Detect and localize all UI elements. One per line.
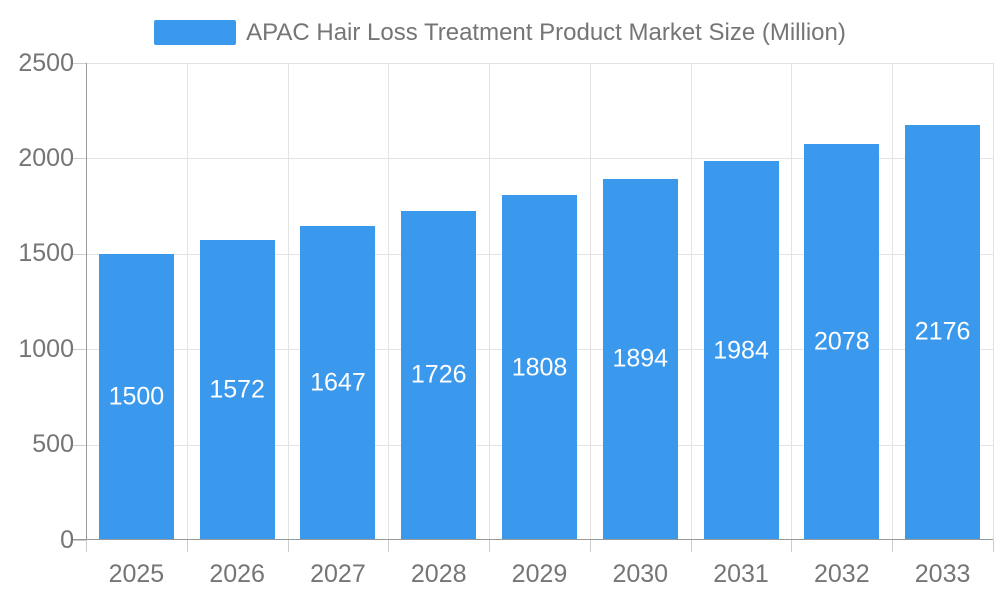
bar-2032[interactable]: 2078 <box>804 143 880 540</box>
x-axis-tick <box>86 540 87 552</box>
x-axis-tick <box>892 540 894 552</box>
bar-value-label: 1500 <box>108 382 165 411</box>
bar-value-label: 2176 <box>914 317 971 346</box>
v-gridline <box>791 63 793 540</box>
legend-item[interactable]: APAC Hair Loss Treatment Product Market … <box>0 20 1000 45</box>
y-axis-line <box>86 63 87 540</box>
y-axis-label-2000: 2000 <box>18 143 74 172</box>
y-axis-tick <box>73 349 86 351</box>
y-axis-label-500: 500 <box>32 430 74 459</box>
bar-2031[interactable]: 1984 <box>703 161 779 540</box>
x-axis-label-2030: 2030 <box>612 560 669 588</box>
x-axis-label-2032: 2032 <box>814 560 870 588</box>
x-axis-tick <box>489 540 491 552</box>
v-gridline <box>892 63 894 540</box>
bar-2030[interactable]: 1894 <box>602 178 678 540</box>
x-axis-tick <box>589 540 591 552</box>
x-axis-tick <box>791 540 793 552</box>
bar-value-label: 1808 <box>511 353 568 382</box>
y-axis-tick <box>73 253 86 255</box>
bar-value-label: 1572 <box>209 375 265 404</box>
bar-value-label: 1726 <box>410 360 467 389</box>
bar-2033[interactable]: 2176 <box>905 124 981 540</box>
y-axis-label-0: 0 <box>60 525 74 554</box>
x-axis-tick <box>287 540 289 552</box>
x-axis-label-2025: 2025 <box>108 560 165 588</box>
x-axis-tick <box>388 540 390 552</box>
v-gridline <box>690 63 692 540</box>
bar-2029[interactable]: 1808 <box>502 195 577 540</box>
x-axis-line <box>72 539 993 540</box>
legend-swatch-icon <box>154 20 237 45</box>
v-gridline <box>186 63 188 540</box>
bar-2027[interactable]: 1647 <box>300 225 376 540</box>
legend-label: APAC Hair Loss Treatment Product Market … <box>246 19 846 46</box>
v-gridline <box>388 63 390 540</box>
x-axis-tick <box>186 540 188 552</box>
h-gridline <box>86 158 993 160</box>
bar-value-label: 1984 <box>713 336 769 365</box>
y-axis-tick <box>73 158 86 160</box>
x-axis-label-2026: 2026 <box>209 560 265 588</box>
y-axis-label-1500: 1500 <box>18 239 74 268</box>
x-axis-tick <box>993 540 994 552</box>
y-axis-label-2500: 2500 <box>18 48 74 77</box>
y-axis-tick <box>73 444 86 446</box>
v-gridline <box>489 63 491 540</box>
x-axis-label-2027: 2027 <box>310 560 366 588</box>
y-axis-tick <box>73 540 86 541</box>
bar-2025[interactable]: 1500 <box>98 253 174 540</box>
v-gridline <box>287 63 289 540</box>
bar-value-label: 2078 <box>814 327 870 356</box>
bar-value-label: 1894 <box>612 344 669 373</box>
y-axis-label-1000: 1000 <box>18 334 74 363</box>
x-axis-label-2029: 2029 <box>511 560 568 588</box>
x-axis-label-2033: 2033 <box>914 560 971 588</box>
h-gridline <box>86 63 993 64</box>
v-gridline <box>993 63 994 540</box>
bar-2028[interactable]: 1726 <box>401 210 477 540</box>
plot-area: 1500 1572 1647 1726 1808 1894 1984 2078 2176 <box>72 63 994 552</box>
x-axis-label-2028: 2028 <box>410 560 467 588</box>
x-axis-label-2031: 2031 <box>713 560 769 588</box>
bar-value-label: 1647 <box>310 368 366 397</box>
bar-2026[interactable]: 1572 <box>199 240 275 540</box>
v-gridline <box>589 63 591 540</box>
y-axis-tick <box>73 63 86 64</box>
x-axis-tick <box>690 540 692 552</box>
